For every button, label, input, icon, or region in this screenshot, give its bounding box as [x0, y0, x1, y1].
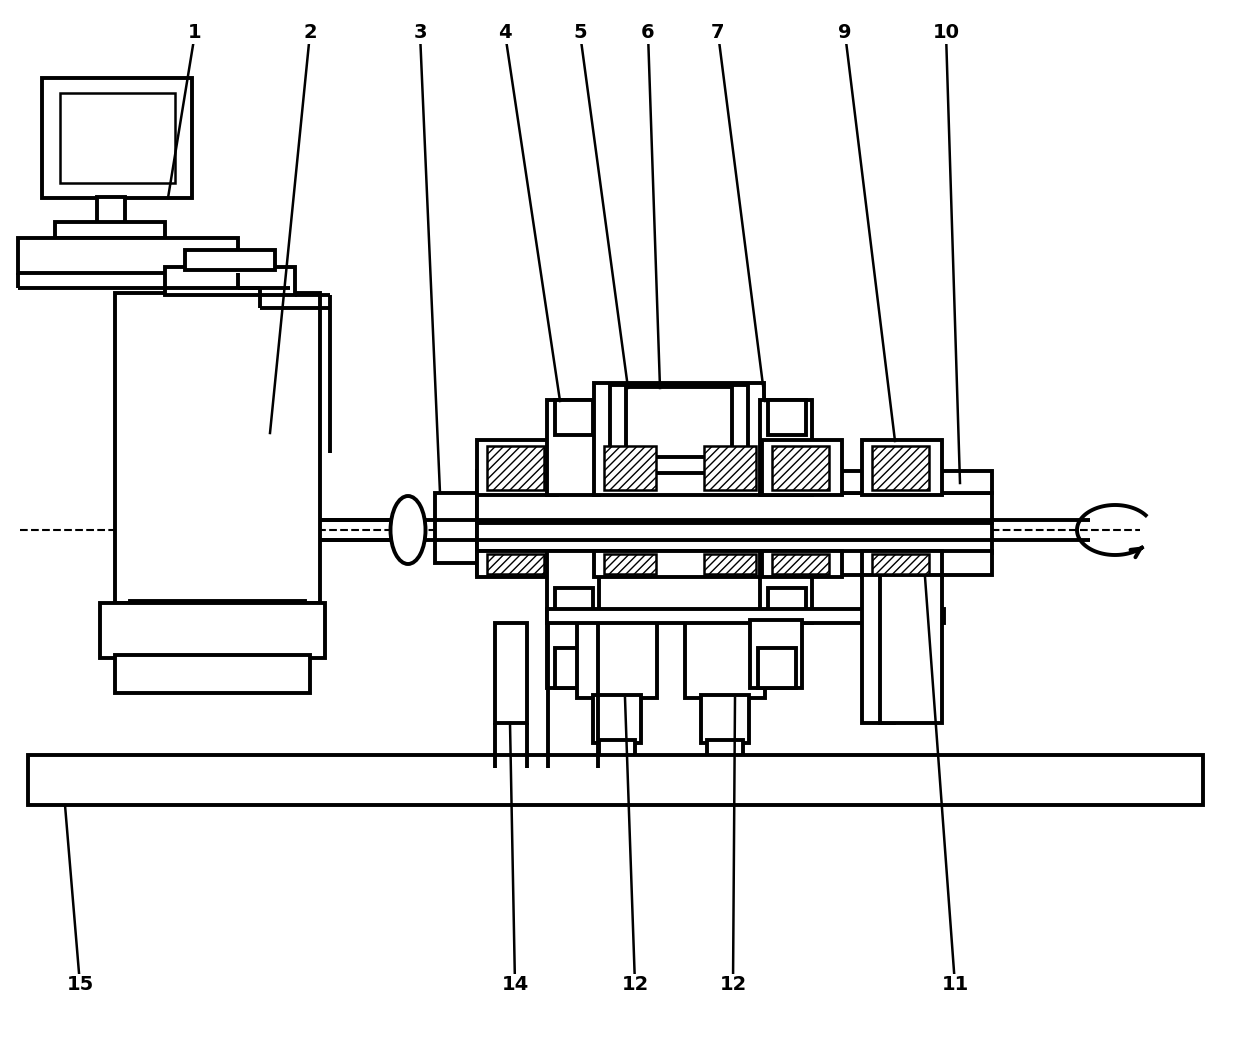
Bar [477, 551, 992, 575]
Bar [768, 588, 806, 623]
Text: 5: 5 [573, 23, 587, 42]
Bar [115, 293, 320, 603]
Bar [165, 267, 295, 295]
Text: 7: 7 [712, 23, 724, 42]
Bar [547, 620, 599, 688]
Bar [750, 620, 802, 688]
Bar [763, 551, 842, 577]
Text: 2: 2 [304, 23, 316, 42]
Text: 9: 9 [838, 23, 852, 42]
Bar [477, 523, 992, 553]
Text: 1: 1 [188, 23, 202, 42]
Text: 14: 14 [501, 975, 528, 994]
Bar [60, 93, 175, 183]
Bar [626, 388, 732, 457]
Bar [547, 609, 944, 623]
Bar [100, 603, 325, 658]
Bar [594, 383, 764, 495]
Bar [547, 400, 599, 495]
Bar [495, 623, 527, 723]
Bar [758, 648, 796, 688]
Bar [185, 250, 275, 270]
Bar [42, 78, 192, 198]
Bar [556, 648, 593, 688]
Bar [707, 740, 743, 768]
Bar [862, 551, 942, 577]
Bar [19, 238, 238, 273]
Bar [115, 655, 310, 693]
Text: 15: 15 [67, 975, 94, 994]
Bar [768, 400, 806, 435]
Bar [773, 446, 830, 490]
Bar [556, 588, 593, 623]
Bar [760, 400, 812, 495]
Bar [593, 695, 641, 743]
Bar [487, 554, 544, 574]
Bar [763, 440, 842, 495]
Bar [684, 618, 765, 698]
Text: 4: 4 [498, 23, 512, 42]
Text: 3: 3 [413, 23, 427, 42]
Bar [872, 554, 929, 574]
Text: 11: 11 [941, 975, 968, 994]
Bar [477, 493, 992, 523]
Text: 10: 10 [932, 23, 960, 42]
Bar [594, 551, 764, 577]
Text: 12: 12 [719, 975, 746, 994]
Bar [701, 695, 749, 743]
Bar [477, 551, 557, 577]
Bar [872, 446, 929, 490]
Text: 6: 6 [641, 23, 655, 42]
Bar [604, 446, 656, 490]
Bar [760, 551, 812, 623]
Bar [577, 618, 657, 698]
Text: 12: 12 [621, 975, 649, 994]
Bar [477, 471, 992, 493]
Bar [487, 446, 544, 490]
Bar [599, 740, 635, 768]
Bar [862, 440, 942, 495]
Bar [880, 575, 942, 723]
Bar [435, 493, 477, 563]
Bar [610, 385, 748, 473]
Bar [556, 400, 593, 435]
Bar [29, 755, 1203, 804]
Bar [477, 440, 557, 495]
Bar [604, 554, 656, 574]
Ellipse shape [391, 496, 425, 564]
Bar [97, 197, 125, 223]
Bar [862, 575, 894, 723]
Bar [773, 554, 830, 574]
Bar [547, 551, 599, 623]
Bar [55, 222, 165, 238]
Bar [704, 446, 756, 490]
Bar [704, 554, 756, 574]
Bar [130, 601, 305, 653]
